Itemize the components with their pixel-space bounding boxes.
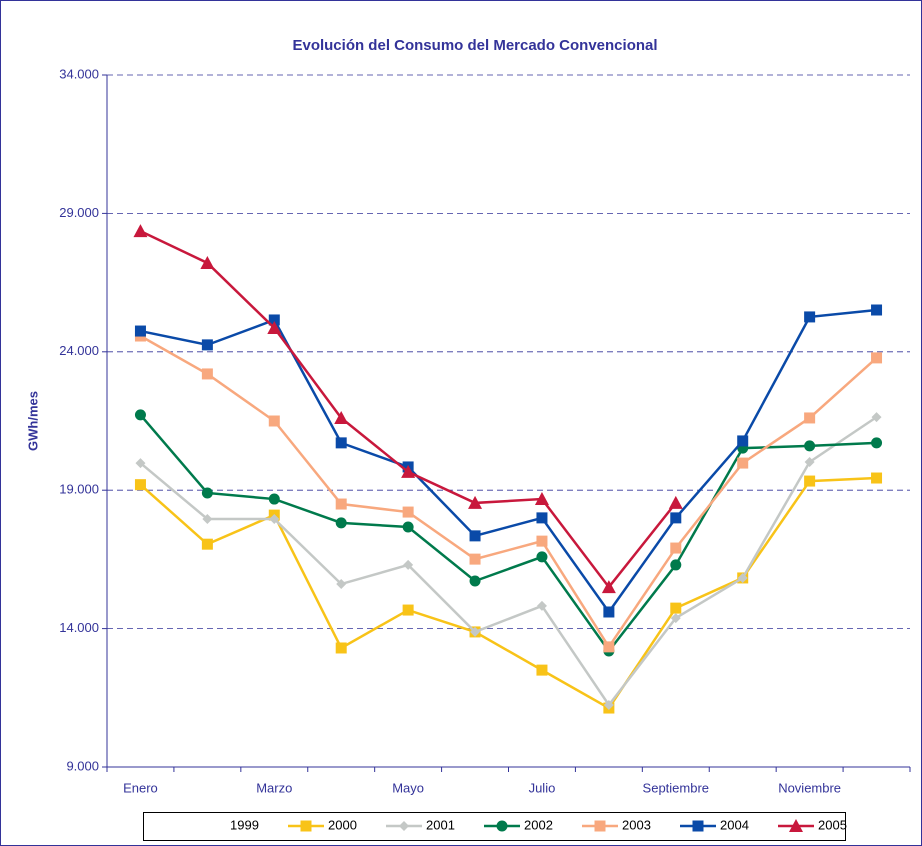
legend-label: 2003 — [622, 817, 651, 832]
data-point — [871, 304, 883, 316]
data-point — [737, 435, 749, 447]
legend-marker — [594, 820, 606, 832]
data-point — [804, 475, 816, 487]
data-point — [603, 641, 615, 653]
series-line — [139, 414, 877, 654]
data-point — [670, 559, 682, 571]
data-point — [402, 506, 414, 518]
data-point — [536, 512, 548, 524]
legend-label: 2001 — [426, 817, 455, 832]
data-point — [536, 600, 547, 611]
data-point — [804, 311, 816, 323]
x-tick-label: Enero — [123, 780, 158, 795]
data-point — [201, 339, 213, 351]
data-point — [268, 314, 280, 326]
series-line — [139, 416, 878, 708]
y-tick-label: 14.000 — [59, 620, 99, 635]
data-point — [335, 437, 347, 449]
data-point — [603, 699, 614, 710]
data-point — [135, 458, 146, 469]
data-point — [737, 457, 749, 469]
data-point — [534, 492, 549, 506]
legend-marker — [692, 820, 704, 832]
data-point — [202, 513, 213, 524]
data-point — [133, 224, 148, 238]
data-point — [601, 580, 616, 594]
data-point — [804, 412, 816, 424]
x-tick-label: Mayo — [392, 780, 424, 795]
data-point — [403, 559, 414, 570]
data-point — [536, 664, 548, 676]
x-tick-label: Marzo — [256, 780, 292, 795]
data-point — [871, 472, 883, 484]
x-tick-label: Septiembre — [643, 780, 709, 795]
data-point — [134, 325, 146, 337]
data-point — [335, 642, 347, 654]
data-point — [469, 575, 481, 587]
series-line — [140, 308, 877, 615]
legend-label: 1999 — [230, 817, 259, 832]
data-point — [469, 530, 481, 542]
data-point — [134, 409, 146, 421]
data-point — [267, 320, 282, 334]
data-point — [804, 456, 815, 467]
data-point — [871, 412, 882, 423]
legend-marker — [300, 820, 312, 832]
data-point — [468, 495, 483, 509]
data-point — [469, 553, 481, 565]
data-point — [402, 521, 414, 533]
x-tick-label: Julio — [529, 780, 556, 795]
series-line — [139, 334, 878, 650]
data-point — [334, 410, 349, 424]
data-point — [201, 487, 213, 499]
data-point — [134, 479, 146, 491]
data-point — [536, 551, 548, 563]
data-point — [201, 368, 213, 380]
legend-label: 2000 — [328, 817, 357, 832]
legend-marker — [399, 821, 409, 831]
legend-label: 2002 — [524, 817, 553, 832]
data-point — [871, 437, 883, 449]
data-point — [670, 602, 682, 614]
chart-title: Evolución del Consumo del Mercado Conven… — [292, 37, 657, 54]
data-point — [335, 498, 347, 510]
data-point — [268, 493, 280, 505]
data-point — [402, 604, 414, 616]
data-point — [871, 352, 883, 364]
data-point — [668, 495, 683, 509]
y-tick-label: 34.000 — [59, 66, 99, 81]
y-tick-label: 19.000 — [59, 482, 99, 497]
y-tick-label: 29.000 — [59, 205, 99, 220]
data-point — [335, 517, 347, 529]
data-point — [269, 513, 280, 524]
legend-marker — [789, 819, 803, 832]
x-tick-label: Noviembre — [778, 780, 841, 795]
data-point — [670, 542, 682, 554]
data-point — [336, 579, 347, 590]
data-point — [603, 606, 615, 618]
legend-label: 2005 — [818, 817, 847, 832]
data-point — [401, 464, 416, 478]
data-point — [737, 572, 748, 583]
y-axis-label: GWh/mes — [25, 391, 40, 451]
data-point — [268, 415, 280, 427]
data-point — [670, 512, 682, 524]
legend-label: 2004 — [720, 817, 749, 832]
legend-marker — [496, 820, 508, 832]
data-point — [470, 626, 481, 637]
data-point — [804, 440, 816, 452]
y-tick-label: 9.000 — [66, 758, 99, 773]
y-tick-label: 24.000 — [59, 343, 99, 358]
data-point — [200, 255, 215, 269]
data-point — [201, 538, 213, 550]
data-point — [536, 535, 548, 547]
data-point — [670, 613, 681, 624]
